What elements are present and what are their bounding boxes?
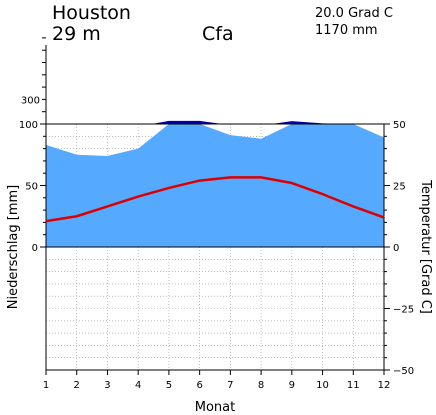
right-tick-label: −50 — [393, 366, 414, 377]
annual-precipitation: 1170 mm — [315, 23, 378, 38]
month-tick-label: 1 — [43, 380, 49, 391]
month-tick-label: 4 — [135, 380, 141, 391]
temperature-curve — [45, 176, 385, 223]
month-tick-label: 6 — [196, 380, 202, 391]
bottom-axis-label: Monat — [195, 400, 235, 415]
right-tick-label: −25 — [393, 305, 414, 316]
precipitation-area — [46, 120, 384, 247]
month-tick-label: 5 — [166, 380, 172, 391]
mean-temperature: 20.0 Grad C — [315, 6, 393, 21]
month-tick-label: 12 — [378, 380, 391, 391]
left-tick-label: 0 — [32, 243, 38, 254]
precipitation-excess — [151, 120, 354, 124]
left-axis-label: Niederschlag [mm] — [6, 185, 21, 310]
temperature-line — [45, 176, 385, 223]
station-name: Houston — [52, 2, 131, 24]
left-tick-label: 100 — [19, 120, 38, 131]
precipitation-fill — [46, 124, 384, 247]
upper-tick-label: 300 — [21, 95, 40, 106]
climate-class: Cfa — [202, 23, 234, 45]
right-tick-label: 50 — [393, 120, 406, 131]
right-tick-label: 0 — [393, 243, 399, 254]
station-elevation: 29 m — [52, 23, 101, 45]
month-tick-label: 3 — [104, 380, 110, 391]
right-tick-label: 25 — [393, 182, 406, 193]
plot-frame — [45, 45, 385, 371]
month-tick-label: 9 — [289, 380, 295, 391]
right-axis-label: Temperatur [Grad C] — [418, 179, 433, 314]
month-tick-label: 7 — [227, 380, 233, 391]
left-tick-label: 50 — [25, 182, 38, 193]
upper-precip-axis: 300 — [21, 37, 46, 125]
month-tick-label: 11 — [347, 380, 360, 391]
month-tick-label: 8 — [258, 380, 264, 391]
month-tick-label: 10 — [316, 380, 329, 391]
month-tick-label: 2 — [74, 380, 80, 391]
